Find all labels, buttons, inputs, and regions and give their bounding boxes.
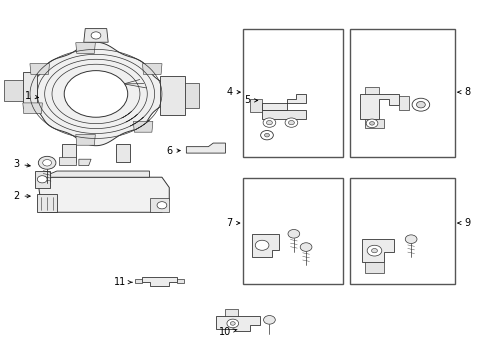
Bar <box>243 30 343 157</box>
Circle shape <box>263 118 276 127</box>
Text: 1: 1 <box>24 91 39 101</box>
Polygon shape <box>365 87 379 94</box>
Circle shape <box>267 121 272 125</box>
Polygon shape <box>186 143 225 153</box>
Polygon shape <box>399 96 409 110</box>
Polygon shape <box>250 99 262 112</box>
Circle shape <box>412 98 430 111</box>
Polygon shape <box>37 194 57 212</box>
Circle shape <box>64 71 128 117</box>
Text: 3: 3 <box>13 159 30 169</box>
Polygon shape <box>37 177 169 212</box>
Text: 9: 9 <box>458 218 470 228</box>
Polygon shape <box>160 76 185 116</box>
Text: 8: 8 <box>458 87 470 97</box>
Circle shape <box>369 122 374 125</box>
Circle shape <box>300 243 312 251</box>
Text: 10: 10 <box>220 327 237 337</box>
Polygon shape <box>4 80 23 101</box>
Polygon shape <box>116 144 130 162</box>
Circle shape <box>261 131 273 140</box>
Bar <box>243 178 343 284</box>
Text: 7: 7 <box>226 218 240 228</box>
Circle shape <box>367 245 382 256</box>
Circle shape <box>230 321 235 325</box>
Polygon shape <box>30 64 49 75</box>
Text: 4: 4 <box>226 87 240 97</box>
Polygon shape <box>216 316 260 330</box>
Polygon shape <box>84 28 108 42</box>
Polygon shape <box>76 134 96 145</box>
Polygon shape <box>62 144 76 162</box>
Circle shape <box>37 176 47 183</box>
Polygon shape <box>262 110 306 119</box>
Circle shape <box>227 319 239 328</box>
Text: 11: 11 <box>114 277 132 287</box>
Polygon shape <box>362 239 394 262</box>
Polygon shape <box>59 157 76 165</box>
Circle shape <box>91 32 101 39</box>
Polygon shape <box>135 279 143 283</box>
Polygon shape <box>23 72 37 108</box>
Polygon shape <box>23 103 42 114</box>
Polygon shape <box>185 83 199 108</box>
Circle shape <box>366 119 378 128</box>
Polygon shape <box>252 234 279 257</box>
Polygon shape <box>150 198 169 212</box>
Polygon shape <box>35 171 49 188</box>
Polygon shape <box>22 42 170 146</box>
Text: 6: 6 <box>166 145 180 156</box>
Polygon shape <box>133 121 153 132</box>
Polygon shape <box>225 309 238 316</box>
Polygon shape <box>143 64 162 75</box>
Polygon shape <box>143 277 176 286</box>
Polygon shape <box>262 94 306 110</box>
Bar <box>350 30 455 157</box>
Circle shape <box>264 316 275 324</box>
Circle shape <box>157 202 167 209</box>
Text: 2: 2 <box>13 191 30 201</box>
Polygon shape <box>360 94 399 119</box>
Circle shape <box>38 156 56 169</box>
Polygon shape <box>42 171 149 177</box>
Circle shape <box>288 229 300 238</box>
Circle shape <box>285 118 298 127</box>
Polygon shape <box>365 119 384 128</box>
Circle shape <box>255 240 269 250</box>
Polygon shape <box>76 42 96 53</box>
Circle shape <box>43 159 51 166</box>
Polygon shape <box>176 279 184 283</box>
Bar <box>350 178 455 284</box>
Polygon shape <box>79 159 91 166</box>
Text: 5: 5 <box>245 95 258 105</box>
Circle shape <box>405 235 417 243</box>
Circle shape <box>416 102 425 108</box>
Circle shape <box>265 134 270 137</box>
Circle shape <box>289 121 294 125</box>
Polygon shape <box>365 262 384 273</box>
Circle shape <box>371 248 377 253</box>
